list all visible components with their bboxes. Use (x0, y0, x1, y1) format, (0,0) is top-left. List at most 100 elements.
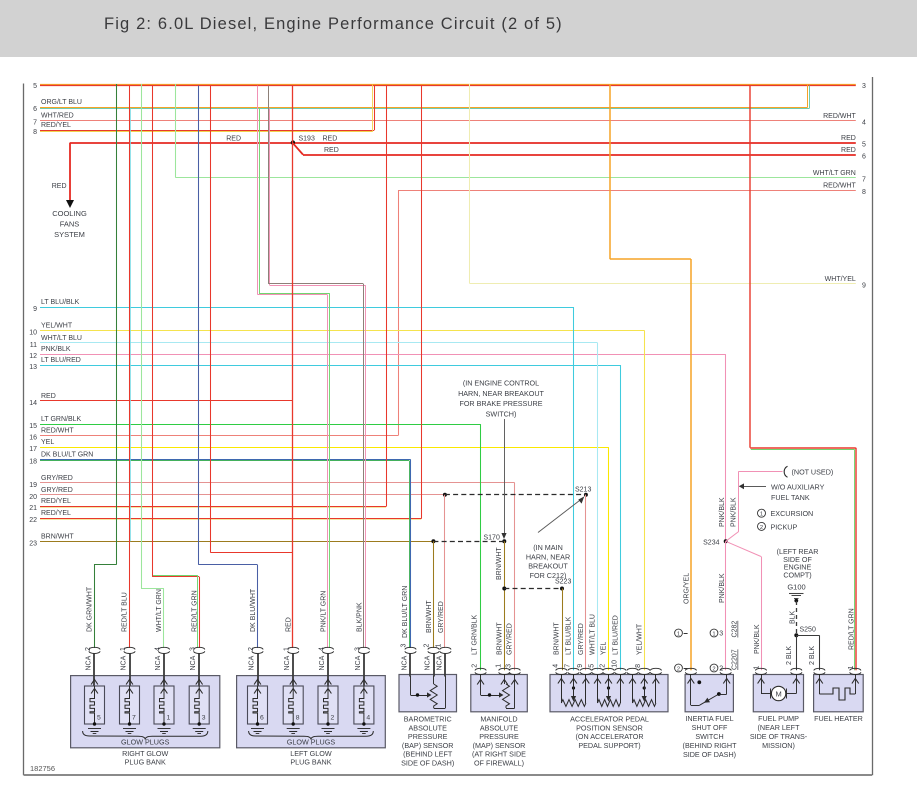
svg-text:SIDE OF TRANS-: SIDE OF TRANS- (750, 732, 808, 741)
svg-text:NCA: NCA (155, 655, 162, 670)
svg-text:8: 8 (296, 715, 300, 722)
svg-text:BLK/PNK: BLK/PNK (356, 602, 363, 632)
svg-text:2: 2 (331, 715, 335, 722)
svg-text:2: 2 (248, 647, 255, 651)
svg-text:2 BLK: 2 BLK (809, 646, 816, 665)
svg-text:RED: RED (324, 147, 339, 154)
svg-text:C282: C282 (732, 621, 739, 638)
svg-text:9: 9 (577, 664, 584, 668)
svg-text:BRN/WHT: BRN/WHT (41, 533, 74, 540)
svg-text:SIDE OF DASH): SIDE OF DASH) (683, 750, 736, 759)
svg-text:YEL: YEL (601, 642, 608, 655)
svg-text:S213: S213 (575, 487, 591, 494)
svg-text:ABSOLUTE: ABSOLUTE (480, 723, 519, 732)
svg-text:NCA: NCA (284, 655, 291, 670)
svg-text:(MAP) SENSOR: (MAP) SENSOR (473, 741, 526, 750)
svg-text:RED/LT GRN: RED/LT GRN (191, 590, 198, 632)
svg-text:RED: RED (323, 135, 338, 142)
svg-text:5: 5 (33, 83, 37, 90)
svg-text:4: 4 (366, 715, 370, 722)
svg-text:20: 20 (29, 494, 37, 501)
svg-text:SYSTEM: SYSTEM (54, 230, 85, 239)
svg-text:5: 5 (862, 142, 866, 149)
svg-text:7: 7 (132, 715, 136, 722)
svg-text:BRN/WHT: BRN/WHT (554, 622, 561, 655)
svg-text:DK GRN/WHT: DK GRN/WHT (87, 586, 94, 632)
svg-text:5: 5 (97, 715, 101, 722)
svg-text:1: 1 (677, 631, 680, 637)
svg-text:4: 4 (155, 647, 162, 651)
svg-text:2 BLK: 2 BLK (786, 646, 793, 665)
svg-text:5: 5 (589, 664, 596, 668)
svg-text:YEL/WHT: YEL/WHT (636, 623, 643, 655)
svg-text:1: 1 (754, 666, 761, 670)
svg-text:11: 11 (30, 342, 37, 349)
svg-text:18: 18 (29, 458, 37, 465)
svg-text:7: 7 (33, 119, 37, 126)
svg-text:PRESSURE: PRESSURE (408, 732, 448, 741)
svg-text:RED/WHT: RED/WHT (41, 428, 74, 435)
svg-text:BRN/WHT: BRN/WHT (426, 600, 433, 633)
svg-text:2: 2 (600, 664, 607, 668)
svg-text:FUEL PUMP: FUEL PUMP (758, 714, 799, 723)
svg-text:3: 3 (862, 83, 866, 90)
svg-text:22: 22 (29, 517, 37, 524)
svg-text:BAROMETRIC: BAROMETRIC (404, 715, 452, 724)
svg-text:PNK/LT GRN: PNK/LT GRN (321, 591, 328, 632)
svg-text:13: 13 (29, 364, 37, 371)
svg-text:LT BLU/RED: LT BLU/RED (613, 615, 620, 655)
svg-text:23: 23 (29, 540, 37, 547)
svg-text:GRY/RED: GRY/RED (507, 623, 514, 655)
svg-text:RED: RED (841, 135, 856, 142)
svg-text:EXCURSION: EXCURSION (771, 509, 814, 518)
svg-text:8: 8 (635, 664, 642, 668)
svg-text:G100: G100 (787, 583, 805, 592)
svg-text:8: 8 (33, 129, 37, 136)
svg-text:1: 1 (848, 666, 855, 670)
svg-text:9: 9 (862, 283, 866, 290)
svg-text:19: 19 (29, 482, 37, 489)
svg-text:4: 4 (862, 119, 866, 126)
svg-text:S170: S170 (484, 535, 500, 542)
svg-text:3: 3 (202, 715, 206, 722)
svg-text:S223: S223 (555, 579, 571, 586)
svg-text:6: 6 (862, 154, 866, 161)
svg-text:WHT/LT BLU: WHT/LT BLU (590, 614, 597, 655)
svg-text:(IN MAIN: (IN MAIN (533, 543, 563, 552)
svg-text:YEL: YEL (41, 439, 54, 446)
svg-text:S250: S250 (800, 627, 816, 634)
svg-text:HARN, NEAR: HARN, NEAR (526, 552, 570, 561)
svg-text:14: 14 (29, 400, 37, 407)
svg-text:C2207: C2207 (732, 649, 739, 670)
svg-text:10: 10 (611, 660, 618, 668)
svg-text:GRY/RED: GRY/RED (578, 623, 585, 655)
svg-text:(NEAR LEFT: (NEAR LEFT (758, 723, 801, 732)
svg-text:NCA: NCA (249, 655, 256, 670)
svg-text:NCA: NCA (436, 655, 443, 670)
svg-text:2: 2 (85, 647, 92, 651)
svg-text:WHT/LT GRN: WHT/LT GRN (156, 589, 163, 632)
svg-text:BRN/WHT: BRN/WHT (496, 547, 503, 580)
svg-text:HARN, NEAR BREAKOUT: HARN, NEAR BREAKOUT (458, 389, 544, 398)
svg-text:3: 3 (354, 647, 361, 651)
svg-text:WHT/RED: WHT/RED (41, 112, 74, 119)
svg-text:1: 1 (167, 715, 171, 722)
svg-text:(LEFT REAR: (LEFT REAR (777, 547, 819, 556)
svg-text:YEL/WHT: YEL/WHT (41, 322, 73, 329)
svg-text:RIGHT GLOW: RIGHT GLOW (122, 749, 168, 758)
svg-text:DK BLU/WHT: DK BLU/WHT (250, 588, 257, 632)
svg-text:WHT/LT BLU: WHT/LT BLU (41, 335, 82, 342)
svg-text:PLUG BANK: PLUG BANK (125, 758, 166, 767)
svg-text:15: 15 (29, 423, 37, 430)
svg-text:GRY/RED: GRY/RED (41, 475, 73, 482)
svg-text:BRN/WHT: BRN/WHT (496, 622, 503, 655)
svg-text:FANS: FANS (60, 220, 80, 229)
svg-text:WHT/LT GRN: WHT/LT GRN (813, 170, 856, 177)
svg-text:GLOW PLUGS: GLOW PLUGS (287, 737, 336, 746)
svg-text:182756: 182756 (30, 764, 55, 773)
svg-text:MANIFOLD: MANIFOLD (480, 715, 517, 724)
svg-text:PICKUP: PICKUP (771, 522, 798, 531)
svg-text:RED/WHT: RED/WHT (823, 113, 856, 120)
svg-text:3: 3 (190, 647, 197, 651)
svg-text:PEDAL SUPPORT): PEDAL SUPPORT) (578, 741, 640, 750)
